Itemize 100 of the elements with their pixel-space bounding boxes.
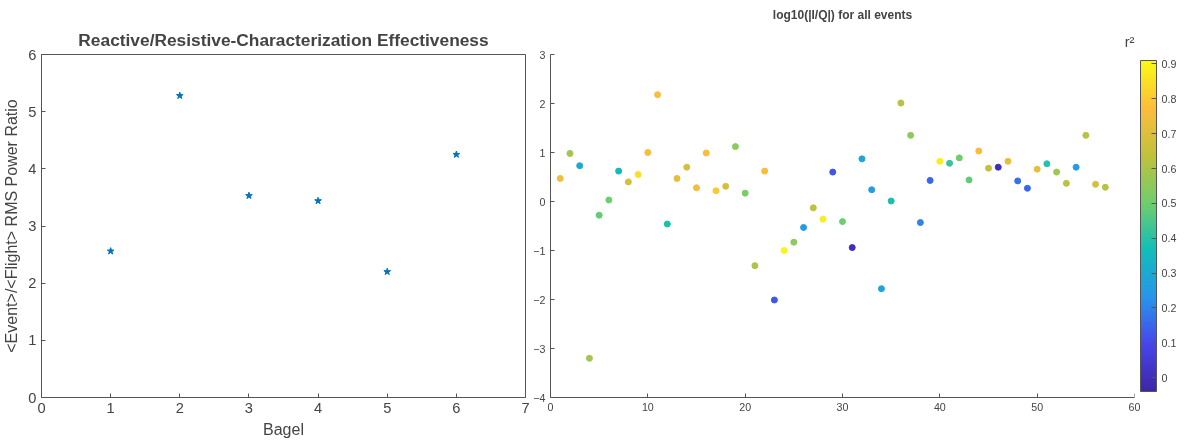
point: [106, 247, 115, 255]
point: [585, 354, 593, 362]
x-tick-label: 7: [521, 399, 530, 416]
point: [722, 182, 730, 190]
point: [624, 178, 632, 186]
y-tick-label: −2: [533, 293, 546, 306]
point: [556, 174, 564, 182]
point: [1053, 168, 1061, 176]
point: [751, 262, 759, 270]
point: [829, 168, 837, 176]
point: [654, 91, 662, 99]
point: [702, 149, 710, 157]
color-bar-title: r²: [1124, 33, 1135, 50]
y-tick-label: 3: [539, 48, 546, 61]
point: [809, 204, 817, 212]
point: [693, 184, 700, 192]
point: [936, 157, 944, 165]
point: [1072, 163, 1080, 171]
point: [1023, 184, 1031, 192]
x-tick-label: 50: [1031, 400, 1044, 413]
point: [848, 244, 856, 252]
point: [780, 247, 788, 254]
point: [1004, 157, 1012, 165]
point: [770, 296, 778, 304]
point: [712, 187, 720, 195]
point: [790, 238, 798, 246]
chart-title: log10(|I/Q|) for all events: [772, 7, 913, 22]
point: [877, 285, 885, 293]
point: [595, 211, 603, 219]
y-axis-title: <Event>/<Flight> RMS Power Ratio: [3, 99, 21, 353]
point: [663, 220, 671, 228]
point: [1043, 160, 1051, 168]
color-bar-label: 0.3: [1161, 267, 1177, 280]
color-bar-label: 0.9: [1161, 57, 1177, 70]
point: [975, 147, 983, 155]
point: [1101, 183, 1109, 191]
point: [946, 159, 954, 167]
point: [673, 174, 681, 182]
point: [741, 189, 749, 197]
point: [1092, 180, 1100, 188]
color-bar-label: 0.7: [1161, 127, 1177, 140]
point: [887, 197, 895, 205]
point: [731, 143, 739, 151]
chart-title: Reactive/Resistive-Characterization Effectiveness: [78, 29, 489, 50]
point: [452, 150, 461, 158]
point: [1014, 177, 1022, 185]
point: [576, 162, 584, 170]
point: [314, 196, 322, 205]
y-tick-label: 4: [28, 160, 37, 177]
point: [897, 99, 905, 107]
point: [644, 149, 652, 156]
point: [1033, 165, 1041, 173]
y-tick-label: 2: [539, 97, 546, 110]
point: [566, 149, 574, 157]
y-tick-label: 2: [28, 275, 37, 292]
point: [245, 191, 253, 200]
point: [839, 218, 846, 226]
point: [175, 91, 184, 99]
y-tick-label: −1: [533, 244, 546, 257]
point: [761, 167, 769, 175]
point: [1062, 179, 1070, 187]
color-bar-label: 0.1: [1161, 336, 1177, 349]
point: [985, 164, 992, 172]
x-tick-label: 5: [383, 399, 392, 416]
point: [683, 163, 691, 171]
point: [916, 219, 924, 227]
x-tick-label: 60: [1128, 400, 1141, 413]
point: [926, 176, 934, 184]
point: [800, 223, 808, 231]
color-bar-label: 0.5: [1161, 197, 1177, 210]
x-tick-label: 4: [314, 399, 323, 416]
color-bar-label: 0.8: [1161, 92, 1177, 105]
point: [858, 155, 866, 163]
x-tick-label: 0: [547, 400, 554, 413]
point: [634, 171, 642, 179]
x-tick-label: 6: [452, 399, 461, 416]
point: [819, 215, 827, 223]
y-tick-label: 6: [28, 46, 37, 63]
point: [383, 267, 392, 276]
x-tick-label: 1: [106, 399, 115, 416]
point: [955, 154, 963, 162]
point: [615, 167, 623, 175]
x-tick-label: 20: [739, 400, 752, 413]
color-bar-label: 0.4: [1161, 232, 1177, 245]
point: [1082, 131, 1090, 139]
y-tick-label: 1: [539, 146, 546, 159]
y-tick-label: −3: [533, 342, 546, 355]
point: [605, 196, 613, 204]
y-tick-label: −4: [533, 391, 546, 404]
x-axis-title: Bagel: [263, 420, 304, 438]
y-tick-label: 3: [28, 218, 37, 234]
x-tick-label: 30: [836, 400, 849, 413]
point: [965, 176, 973, 184]
point: [994, 163, 1002, 171]
color-bar-label: 0: [1161, 371, 1168, 384]
color-bar-label: 0.6: [1161, 162, 1177, 175]
x-tick-label: 40: [933, 400, 946, 413]
color-bar-label: 0.2: [1161, 301, 1177, 314]
x-tick-label: 10: [641, 400, 654, 413]
x-tick-label: 3: [244, 399, 254, 416]
